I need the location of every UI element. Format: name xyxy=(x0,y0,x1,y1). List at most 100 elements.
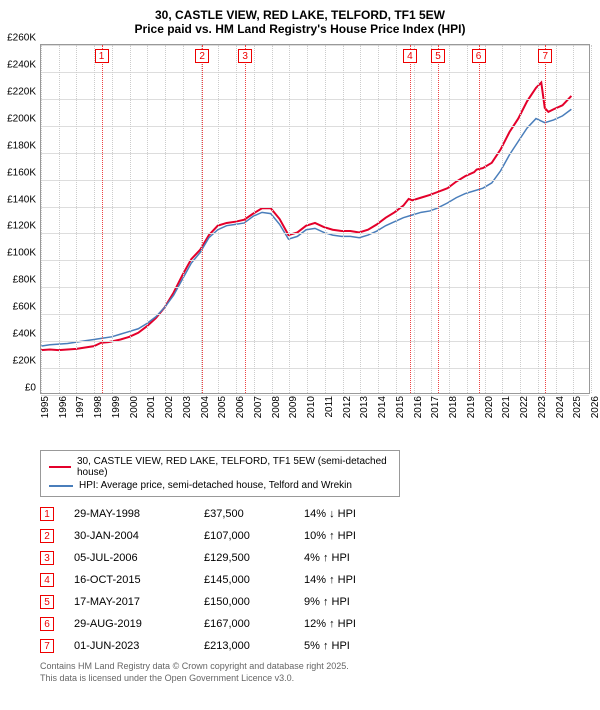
legend: 30, CASTLE VIEW, RED LAKE, TELFORD, TF1 … xyxy=(40,450,400,497)
x-tick-label: 2016 xyxy=(413,396,424,418)
x-tick-label: 2021 xyxy=(501,396,512,418)
sale-hpi-diff: 14% ↓ HPI xyxy=(304,508,414,520)
legend-swatch xyxy=(49,485,73,487)
y-tick-label: £60K xyxy=(13,302,36,313)
x-tick-label: 2020 xyxy=(484,396,495,418)
sale-row: 4 16-OCT-2015 £145,000 14% ↑ HPI xyxy=(40,569,590,591)
x-tick-label: 2011 xyxy=(324,396,335,418)
y-tick-label: £220K xyxy=(7,86,36,97)
y-tick-label: £140K xyxy=(7,194,36,205)
x-tick-label: 2013 xyxy=(359,396,370,418)
footer-copyright: Contains HM Land Registry data © Crown c… xyxy=(40,661,590,673)
y-tick-label: £120K xyxy=(7,221,36,232)
x-tick-label: 2015 xyxy=(395,396,406,418)
x-tick-label: 2010 xyxy=(306,396,317,418)
sale-hpi-diff: 4% ↑ HPI xyxy=(304,552,414,564)
sale-number: 7 xyxy=(40,639,54,653)
sale-marker: 1 xyxy=(95,49,109,63)
sale-row: 2 30-JAN-2004 £107,000 10% ↑ HPI xyxy=(40,525,590,547)
sale-price: £167,000 xyxy=(204,618,284,630)
sale-price: £213,000 xyxy=(204,640,284,652)
x-tick-label: 2018 xyxy=(448,396,459,418)
title-subtitle: Price paid vs. HM Land Registry's House … xyxy=(0,22,600,36)
y-tick-label: £240K xyxy=(7,59,36,70)
y-tick-label: £40K xyxy=(13,329,36,340)
x-axis: 1995 1996 1997 1998 1999 2000 2001 2002 2003 2004… xyxy=(40,394,590,444)
sale-date: 16-OCT-2015 xyxy=(74,574,184,586)
x-tick-label: 2023 xyxy=(537,396,548,418)
legend-item: 30, CASTLE VIEW, RED LAKE, TELFORD, TF1 … xyxy=(49,455,391,479)
footer-licence: This data is licensed under the Open Gov… xyxy=(40,673,590,685)
x-tick-label: 2012 xyxy=(342,396,353,418)
y-tick-label: £200K xyxy=(7,113,36,124)
x-tick-label: 2025 xyxy=(572,396,583,418)
y-tick-label: £20K xyxy=(13,356,36,367)
sale-hpi-diff: 9% ↑ HPI xyxy=(304,596,414,608)
y-axis: £0£20K£40K£60K£80K£100K£120K£140K£160K£1… xyxy=(0,38,40,388)
sale-price: £150,000 xyxy=(204,596,284,608)
y-tick-label: £80K xyxy=(13,275,36,286)
sale-price: £145,000 xyxy=(204,574,284,586)
x-tick-label: 2003 xyxy=(182,396,193,418)
x-tick-label: 2017 xyxy=(430,396,441,418)
sale-row: 701-JUN-2023£213,0005% ↑ HPI xyxy=(40,635,590,657)
sale-number: 1 xyxy=(40,507,54,521)
x-tick-label: 1995 xyxy=(40,396,51,418)
sale-date: 29-AUG-2019 xyxy=(74,618,184,630)
x-tick-label: 2009 xyxy=(288,396,299,418)
sale-number: 4 xyxy=(40,573,54,587)
x-tick-label: 2026 xyxy=(590,396,600,418)
x-tick-label: 2000 xyxy=(129,396,140,418)
legend-label: 30, CASTLE VIEW, RED LAKE, TELFORD, TF1 … xyxy=(77,456,391,478)
sale-hpi-diff: 12% ↑ HPI xyxy=(304,618,414,630)
x-tick-label: 2024 xyxy=(555,396,566,418)
x-tick-label: 2004 xyxy=(200,396,211,418)
sale-number: 3 xyxy=(40,551,54,565)
legend-item: HPI: Average price, semi-detached house,… xyxy=(49,479,391,492)
sale-row: 5 17-MAY-2017 £150,000 9% ↑ HPI xyxy=(40,591,590,613)
sale-date: 05-JUL-2006 xyxy=(74,552,184,564)
y-tick-label: £100K xyxy=(7,248,36,259)
x-tick-label: 1996 xyxy=(58,396,69,418)
x-tick-label: 2001 xyxy=(146,396,157,418)
sale-row: 1 29-MAY-1998 £37,500 14% ↓ HPI xyxy=(40,503,590,525)
sale-date: 17-MAY-2017 xyxy=(74,596,184,608)
price-chart: 1234567 xyxy=(40,44,590,394)
legend-swatch xyxy=(49,466,71,468)
title-address: 30, CASTLE VIEW, RED LAKE, TELFORD, TF1 … xyxy=(0,8,600,22)
sale-date: 30-JAN-2004 xyxy=(74,530,184,542)
legend-label: HPI: Average price, semi-detached house,… xyxy=(79,480,352,491)
sale-marker: 7 xyxy=(538,49,552,63)
sale-hpi-diff: 14% ↑ HPI xyxy=(304,574,414,586)
x-tick-label: 2006 xyxy=(235,396,246,418)
y-tick-label: £180K xyxy=(7,140,36,151)
sale-marker: 3 xyxy=(238,49,252,63)
sale-price: £37,500 xyxy=(204,508,284,520)
sale-number: 2 xyxy=(40,529,54,543)
x-tick-label: 1998 xyxy=(93,396,104,418)
sale-marker: 5 xyxy=(431,49,445,63)
sale-hpi-diff: 5% ↑ HPI xyxy=(304,640,414,652)
x-tick-label: 2007 xyxy=(253,396,264,418)
y-tick-label: £0 xyxy=(25,383,36,394)
sale-date: 29-MAY-1998 xyxy=(74,508,184,520)
sale-number: 5 xyxy=(40,595,54,609)
sale-price: £129,500 xyxy=(204,552,284,564)
y-tick-label: £160K xyxy=(7,167,36,178)
x-tick-label: 2019 xyxy=(466,396,477,418)
sale-row: 6 29-AUG-2019 £167,000 12% ↑ HPI xyxy=(40,613,590,635)
sale-marker: 2 xyxy=(195,49,209,63)
sale-row: 3 05-JUL-2006 £129,500 4% ↑ HPI xyxy=(40,547,590,569)
sale-marker: 6 xyxy=(472,49,486,63)
sale-number: 6 xyxy=(40,617,54,631)
x-tick-label: 2002 xyxy=(164,396,175,418)
x-tick-label: 1997 xyxy=(75,396,86,418)
x-tick-label: 1999 xyxy=(111,396,122,418)
sale-price: £107,000 xyxy=(204,530,284,542)
x-tick-label: 2022 xyxy=(519,396,530,418)
sale-hpi-diff: 10% ↑ HPI xyxy=(304,530,414,542)
x-tick-label: 2014 xyxy=(377,396,388,418)
x-tick-label: 2008 xyxy=(271,396,282,418)
y-tick-label: £260K xyxy=(7,33,36,44)
x-tick-label: 2005 xyxy=(217,396,228,418)
